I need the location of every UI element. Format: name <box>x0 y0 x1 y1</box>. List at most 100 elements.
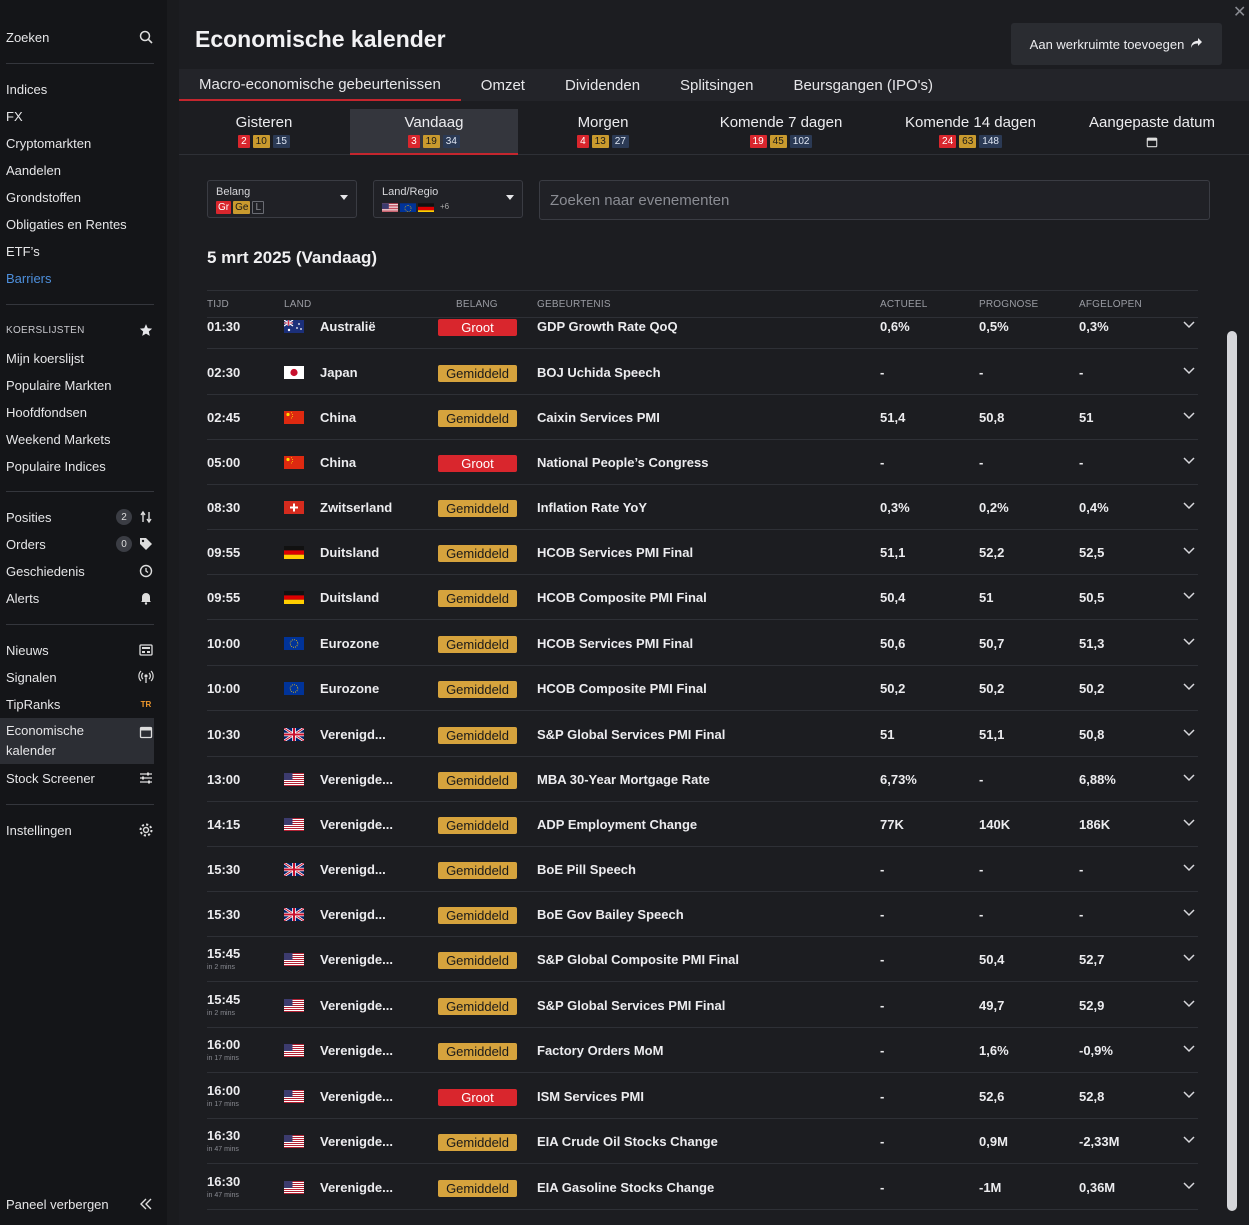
tab-day[interactable]: Vandaag 3 19 34 <box>350 109 518 155</box>
table-row[interactable]: 05:00 China Groot National People’s Congres… <box>207 440 1198 485</box>
sidebar-item-orders[interactable]: Orders 0 <box>6 532 154 556</box>
table-row[interactable]: 14:15 Verenigde... Gemiddeld ADP Employment… <box>207 802 1198 847</box>
sidebar-item-geschiedenis[interactable]: Geschiedenis <box>6 559 154 583</box>
table-row[interactable]: 09:55 Duitsland Gemiddeld HCOB Composite PM… <box>207 575 1198 620</box>
region-filter[interactable]: Land/Regio +6 <box>373 180 523 218</box>
sidebar-item-watchlist[interactable]: Populaire Markten <box>6 373 154 397</box>
star-icon[interactable] <box>138 322 154 338</box>
chevron-down-icon[interactable] <box>1182 588 1196 602</box>
event-previous: - <box>1079 365 1084 380</box>
sidebar-item-market[interactable]: Grondstoffen <box>6 185 154 209</box>
chevron-down-icon[interactable] <box>1182 318 1196 331</box>
event-search-input[interactable] <box>539 180 1210 220</box>
table-row[interactable]: 16:30 in 47 mins Verenigde... Gemiddeld EIA … <box>207 1165 1198 1210</box>
count-badge: 3 <box>408 135 420 148</box>
table-row[interactable]: 15:45 in 2 mins Verenigde... Gemiddeld S&P G… <box>207 983 1198 1028</box>
chevron-down-icon[interactable] <box>1182 815 1196 829</box>
flag-us-icon <box>284 1181 304 1194</box>
chevron-down-icon[interactable] <box>1182 363 1196 377</box>
event-name: BoE Pill Speech <box>537 862 636 877</box>
chevron-down-icon[interactable] <box>1182 860 1196 874</box>
table-row[interactable]: 01:30 Australië Groot GDP Growth Rate QoQ 0,… <box>207 318 1198 349</box>
sidebar-item-market[interactable]: Cryptomarkten <box>6 131 154 155</box>
close-icon[interactable]: ✕ <box>1233 4 1247 21</box>
sidebar-item-watchlist[interactable]: Hoofdfondsen <box>6 400 154 424</box>
sidebar-item-watchlist[interactable]: Populaire Indices <box>6 454 154 478</box>
event-name: BoE Gov Bailey Speech <box>537 907 684 922</box>
sidebar-item-market[interactable]: Obligaties en Rentes <box>6 212 154 236</box>
tab-day[interactable]: Aangepaste datum <box>1067 109 1237 155</box>
sidebar-item-market[interactable]: FX <box>6 104 154 128</box>
sidebar-item-signalen[interactable]: Signalen <box>6 665 154 689</box>
table-row[interactable]: 15:45 in 2 mins Verenigde... Gemiddeld S&P G… <box>207 937 1198 982</box>
tab-day[interactable]: Gisteren 2 10 15 <box>179 109 349 155</box>
importance-tag-medium: Ge <box>233 201 251 214</box>
sidebar-item-nieuws[interactable]: Nieuws <box>6 638 154 662</box>
tab-day[interactable]: Komende 7 dagen 19 45 102 <box>688 109 874 155</box>
sidebar-item-alerts[interactable]: Alerts <box>6 586 154 610</box>
sidebar-item-instellingen[interactable]: Instellingen <box>6 818 154 842</box>
chevron-down-icon[interactable] <box>1182 679 1196 693</box>
tab-day[interactable]: Komende 14 dagen 24 63 148 <box>874 109 1067 155</box>
tab-event-type[interactable]: Macro-economische gebeurtenissen <box>179 69 461 101</box>
chevron-down-icon[interactable] <box>1182 498 1196 512</box>
tab-event-type[interactable]: Dividenden <box>564 76 641 94</box>
search-icon[interactable] <box>138 29 154 45</box>
chevron-down-icon[interactable] <box>1182 453 1196 467</box>
sidebar-item-posities[interactable]: Posities 2 <box>6 505 154 529</box>
column-header-previous: AFGELOPEN <box>1079 299 1142 310</box>
table-row[interactable]: 10:00 Eurozone Gemiddeld HCOB Services PMI … <box>207 621 1198 666</box>
table-row[interactable]: 02:45 China Gemiddeld Caixin Services PMI 51… <box>207 395 1198 440</box>
tab-event-type[interactable]: Omzet <box>480 76 525 94</box>
chevron-down-icon[interactable] <box>1182 770 1196 784</box>
event-country: Verenigd... <box>320 907 386 922</box>
sidebar-item-economische-kalender-content[interactable]: Economische kalender <box>6 721 154 761</box>
table-row[interactable]: 16:00 in 17 mins Verenigde... Gemiddeld Fact… <box>207 1028 1198 1073</box>
chevron-down-icon[interactable] <box>1182 543 1196 557</box>
event-actual: 50,2 <box>880 681 906 696</box>
importance-tag-low: L <box>252 201 265 214</box>
event-forecast: 51,1 <box>979 727 1005 742</box>
double-chevron-left-icon[interactable] <box>138 1196 154 1212</box>
chevron-down-icon[interactable] <box>1182 1087 1196 1101</box>
table-row[interactable]: 16:30 in 47 mins Verenigde... Gemiddeld EIA … <box>207 1119 1198 1164</box>
tab-event-type[interactable]: Splitsingen <box>680 76 754 94</box>
chevron-down-icon[interactable] <box>1182 1132 1196 1146</box>
flag-de-icon <box>284 546 304 559</box>
sidebar-item-market[interactable]: Barriers <box>6 266 154 290</box>
event-name: BOJ Uchida Speech <box>537 365 661 380</box>
table-row[interactable]: 10:00 Eurozone Gemiddeld HCOB Composite PMI… <box>207 666 1198 711</box>
hide-panel-button[interactable]: Paneel verbergen <box>6 1192 154 1216</box>
table-row[interactable]: 15:30 Verenigd... Gemiddeld BoE Pill Speech… <box>207 847 1198 892</box>
sidebar-item-watchlist[interactable]: Weekend Markets <box>6 427 154 451</box>
chevron-down-icon[interactable] <box>1182 1178 1196 1192</box>
sidebar-item-stock-screener[interactable]: Stock Screener <box>6 766 154 790</box>
sidebar-item-market[interactable]: Aandelen <box>6 158 154 182</box>
sidebar-item-market[interactable]: Indices <box>6 77 154 101</box>
tab-event-type[interactable]: Beursgangen (IPO's) <box>793 76 934 94</box>
chevron-down-icon[interactable] <box>1182 950 1196 964</box>
chevron-down-icon[interactable] <box>1182 1041 1196 1055</box>
table-row[interactable]: 09:55 Duitsland Gemiddeld HCOB Services PMI… <box>207 530 1198 575</box>
scrollbar[interactable] <box>1227 331 1237 1211</box>
sidebar-item-economische-kalender[interactable] <box>0 718 154 764</box>
table-row[interactable]: 08:30 Zwitserland Gemiddeld Inflation Rate … <box>207 485 1198 530</box>
importance-filter[interactable]: Belang Gr Ge L <box>207 180 357 218</box>
table-row[interactable]: 15:30 Verenigd... Gemiddeld BoE Gov Bailey … <box>207 892 1198 937</box>
sidebar-search[interactable]: Zoeken <box>6 25 154 49</box>
chevron-down-icon[interactable] <box>1182 725 1196 739</box>
chevron-down-icon[interactable] <box>1182 996 1196 1010</box>
chevron-down-icon[interactable] <box>1182 905 1196 919</box>
table-row[interactable]: 02:30 Japan Gemiddeld BOJ Uchida Speech - - - <box>207 350 1198 395</box>
sidebar-item-market[interactable]: ETF’s <box>6 239 154 263</box>
sidebar-item-watchlist[interactable]: Mijn koerslijst <box>6 346 154 370</box>
chevron-down-icon[interactable] <box>1182 408 1196 422</box>
table-row[interactable]: 16:00 in 17 mins Verenigde... Groot ISM Serv… <box>207 1074 1198 1119</box>
event-forecast: - <box>979 455 984 470</box>
table-row[interactable]: 10:30 Verenigd... Gemiddeld S&P Global Serv… <box>207 712 1198 757</box>
add-to-workspace-button[interactable]: Aan werkruimte toevoegen <box>1011 23 1222 65</box>
table-row[interactable]: 13:00 Verenigde... Gemiddeld MBA 30-Year Mo… <box>207 757 1198 802</box>
tab-day[interactable]: Morgen 4 13 27 <box>518 109 688 155</box>
sidebar-item-tipranks[interactable]: TipRanks TR <box>6 692 154 716</box>
chevron-down-icon[interactable] <box>1182 634 1196 648</box>
